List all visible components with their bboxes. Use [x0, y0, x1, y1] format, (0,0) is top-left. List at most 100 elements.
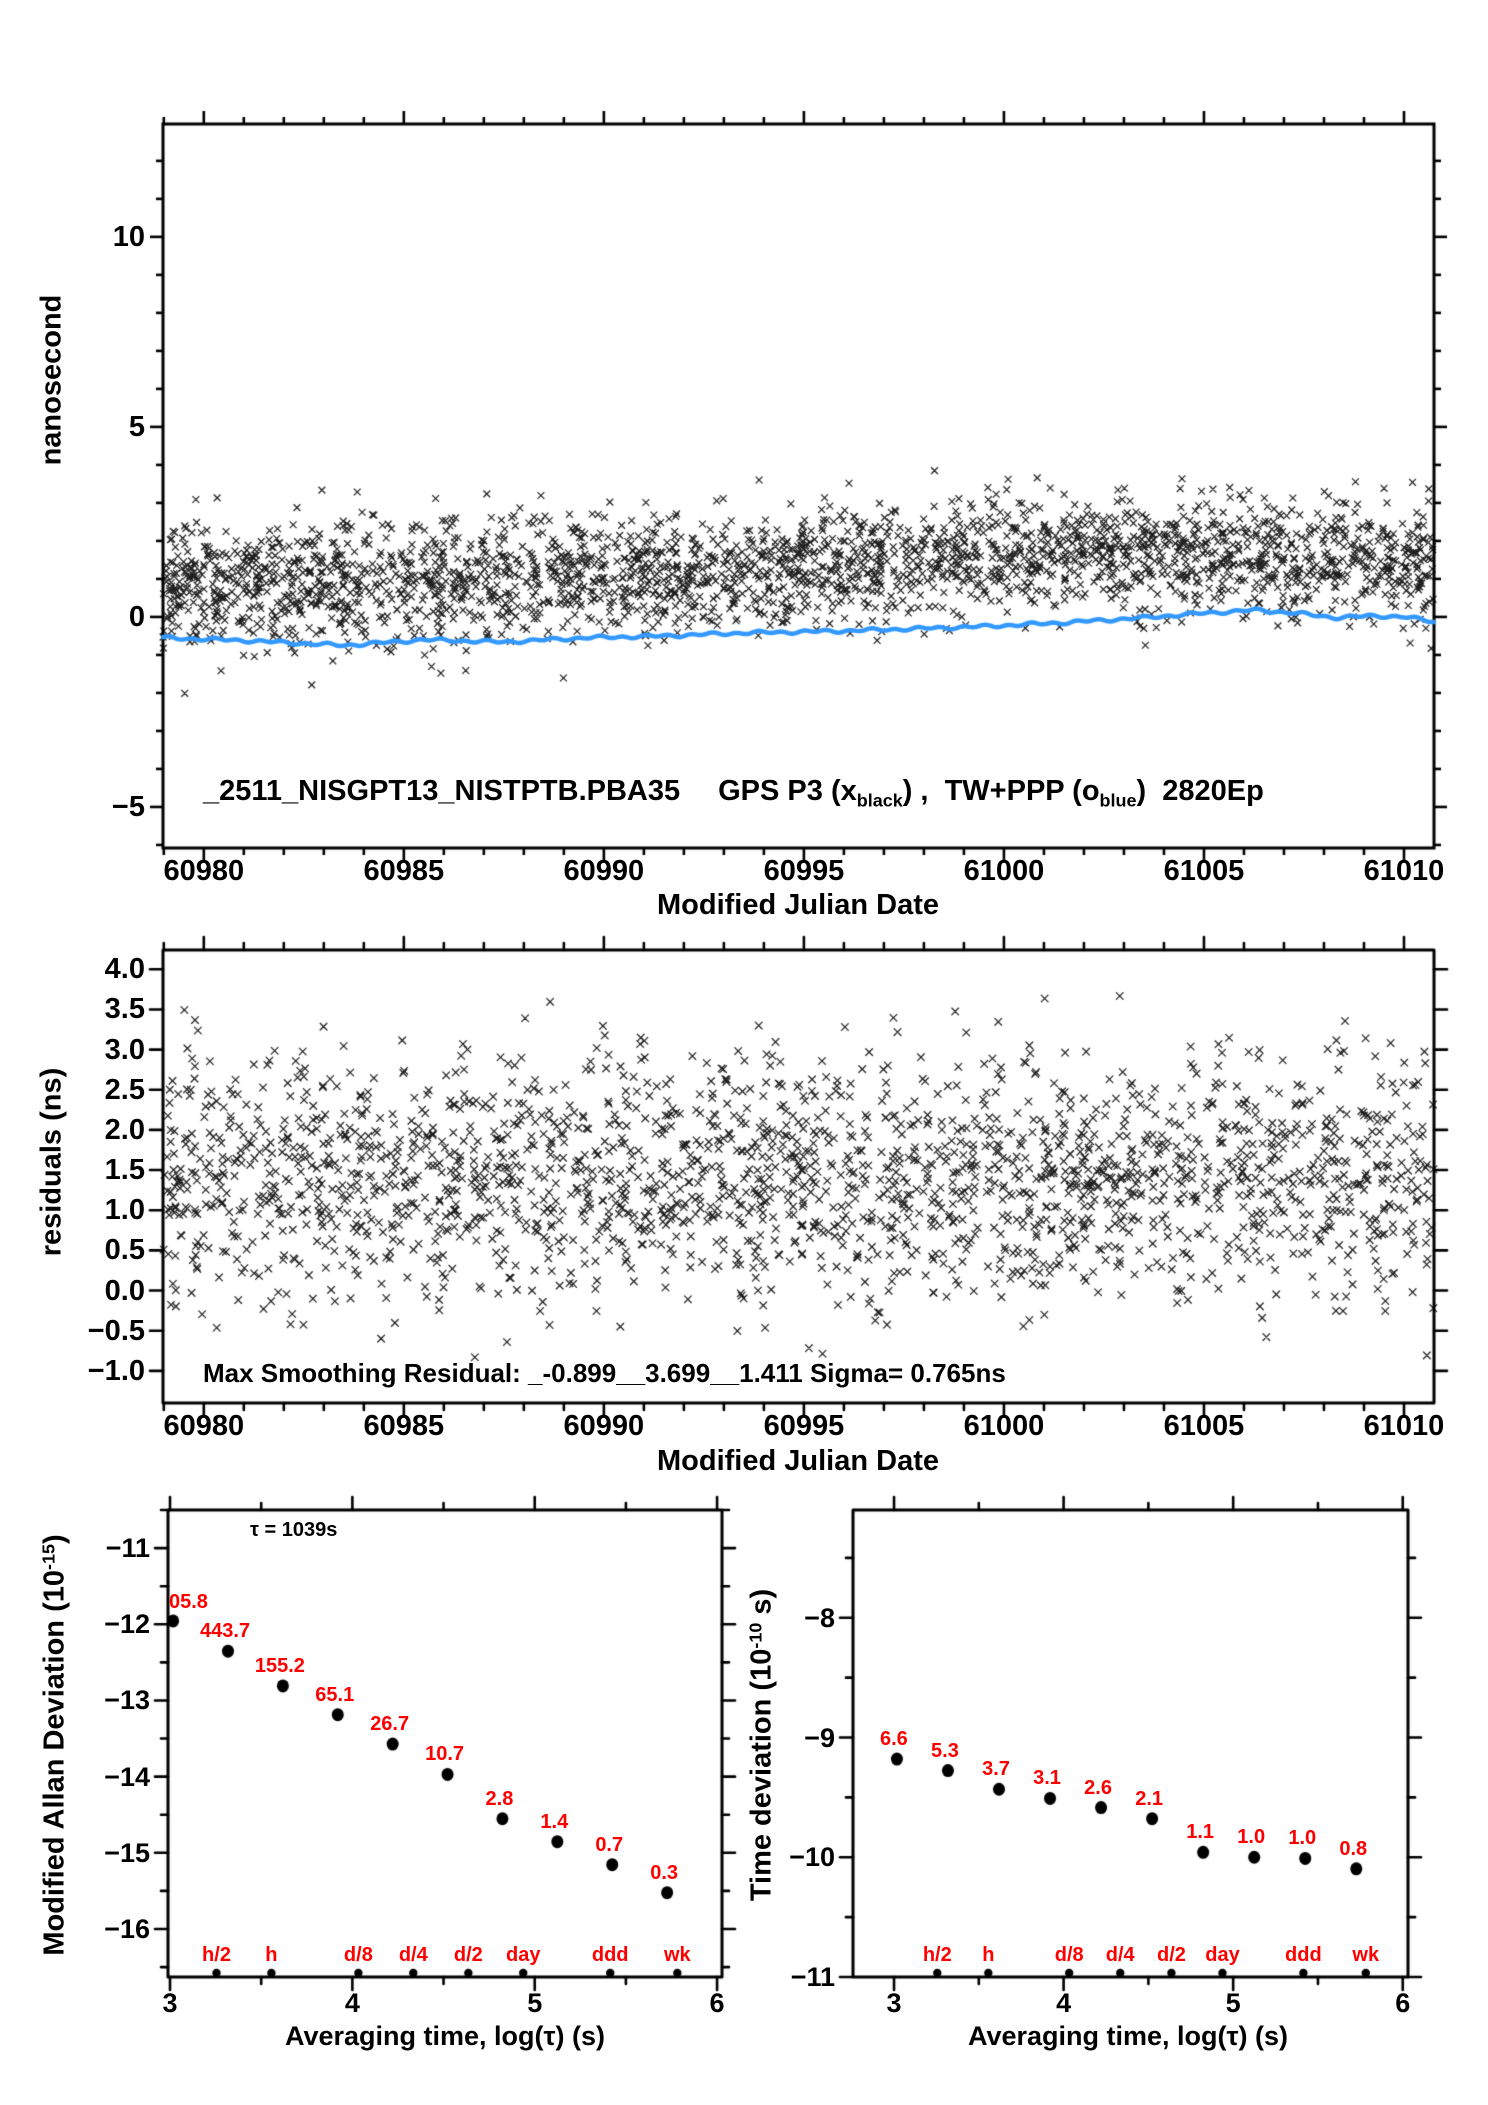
point-value-label: 10.7 — [425, 1743, 465, 1766]
y-tick-label: 0.5 — [104, 1234, 145, 1267]
time-marker-label: h — [982, 1944, 995, 1966]
x-tick-label: 61000 — [963, 1410, 1045, 1442]
point-value-label: 05.8 — [169, 1590, 208, 1613]
y-tick-label: 1.0 — [104, 1194, 145, 1226]
y-tick-label: 4.0 — [104, 953, 145, 986]
y-tick-label: 0 — [128, 600, 145, 633]
x-tick-label: 61010 — [1363, 855, 1445, 887]
point-value-label: 1.0 — [1288, 1827, 1317, 1850]
time-marker-label: ddd — [1285, 1944, 1322, 1966]
x-tick-label: 60980 — [163, 1410, 245, 1442]
point-value-label: 443.7 — [199, 1620, 251, 1643]
point-value-label: 3.1 — [1033, 1767, 1061, 1790]
time-marker-label: wk — [1352, 1944, 1380, 1966]
y-tick-label: −15 — [104, 1837, 150, 1868]
residuals-x-axis-title: Modified Julian Date — [657, 1445, 939, 1477]
time-marker-label: wk — [663, 1944, 691, 1966]
title-end-part: ) 2820Ep — [1136, 775, 1264, 807]
tdev-x-axis-title: Averaging time, log(τ) (s) — [967, 2021, 1289, 2051]
time-marker-label: d/8 — [343, 1944, 373, 1966]
time-marker-label: h/2 — [922, 1944, 952, 1966]
y-tick-label: −13 — [104, 1685, 150, 1716]
time-marker-label: ddd — [591, 1944, 629, 1966]
x-tick-label: 60995 — [763, 1410, 845, 1442]
y-tick-label: 10 — [112, 220, 145, 253]
title-mid-part: ) , TW+PPP (o — [902, 775, 1100, 807]
y-tick-label: 1.5 — [104, 1153, 145, 1186]
mdev-tau-annotation: τ = 1039s — [250, 1519, 338, 1541]
x-tick-label: 60985 — [363, 855, 445, 887]
residuals-y-axis-title: residuals (ns) — [35, 1067, 68, 1257]
y-tick-label: −9 — [804, 1722, 835, 1753]
point-value-label: 1.1 — [1186, 1821, 1215, 1844]
y-tick-label: 3.0 — [104, 1033, 145, 1066]
point-value-label: 2.6 — [1084, 1776, 1112, 1799]
y-tick-label: 3.5 — [104, 993, 145, 1026]
x-tick-label: 60980 — [163, 855, 245, 887]
point-value-label: 26.7 — [370, 1713, 410, 1736]
x-tick-label: 60990 — [563, 1410, 645, 1442]
x-tick-label: 6 — [1395, 1988, 1411, 2018]
y-tick-label: −5 — [111, 790, 145, 823]
title-gps-part: GPS P3 (x — [718, 775, 857, 807]
tdev-y-axis-title: Time deviation (10-10 s) — [745, 1588, 778, 1902]
y-tick-label: −1.0 — [87, 1354, 145, 1387]
time-marker-label: d/4 — [1105, 1944, 1135, 1966]
y-tick-label: −8 — [804, 1602, 835, 1633]
title-sub-black: black — [856, 790, 903, 811]
y-tick-label: −16 — [104, 1913, 150, 1944]
mdev-y-axis-title: Modified Allan Deviation (10-15) — [38, 1534, 71, 1956]
phase-plot-title: _2511_NISGPT13_NISTPTB.PBA35 GPS P3 (xbla… — [203, 776, 1264, 810]
title-dataset: _2511_NISGPT13_NISTPTB.PBA35 — [203, 775, 681, 807]
y-tick-label: 2.5 — [104, 1073, 145, 1106]
point-value-label: 2.1 — [1135, 1787, 1164, 1810]
residuals-note: Max Smoothing Residual: _-0.899__3.699__… — [203, 1358, 1006, 1388]
point-value-label: 0.8 — [1339, 1837, 1368, 1860]
x-tick-label: 3 — [162, 1988, 178, 2018]
point-value-label: 1.4 — [540, 1810, 569, 1833]
x-tick-label: 61005 — [1163, 1410, 1245, 1442]
time-marker-label: d/4 — [398, 1944, 428, 1966]
x-tick-label: 61000 — [963, 855, 1045, 887]
time-marker-label: h/2 — [202, 1944, 231, 1966]
point-value-label: 2.8 — [485, 1787, 514, 1810]
point-value-label: 6.6 — [880, 1728, 908, 1751]
y-tick-label: −11 — [105, 1532, 150, 1563]
point-value-label: 0.3 — [650, 1861, 679, 1884]
y-tick-label: 2.0 — [104, 1113, 145, 1146]
time-marker-label: day — [1205, 1944, 1240, 1966]
x-tick-label: 60985 — [363, 1410, 445, 1442]
title-sub-blue: blue — [1099, 790, 1137, 811]
point-value-label: 0.7 — [595, 1833, 624, 1856]
x-tick-label: 6 — [709, 1988, 725, 2018]
x-tick-label: 5 — [1225, 1988, 1241, 2018]
point-value-label: 155.2 — [254, 1654, 305, 1677]
point-value-label: 1.0 — [1237, 1826, 1266, 1849]
time-marker-label: day — [505, 1944, 541, 1966]
time-marker-label: h — [265, 1944, 278, 1966]
x-tick-label: 4 — [1056, 1988, 1072, 2018]
y-tick-label: −12 — [104, 1609, 150, 1640]
y-tick-label: 5 — [128, 410, 145, 443]
y-tick-label: −11 — [790, 1961, 835, 1992]
time-marker-label: d/2 — [1156, 1944, 1186, 1966]
point-value-label: 65.1 — [315, 1683, 355, 1706]
point-value-label: 5.3 — [931, 1739, 959, 1762]
x-tick-label: 60995 — [763, 855, 845, 887]
y-tick-label: −0.5 — [87, 1314, 145, 1347]
phase-x-axis-title: Modified Julian Date — [657, 889, 939, 921]
y-tick-label: −14 — [104, 1761, 150, 1792]
x-tick-label: 61010 — [1363, 1410, 1445, 1442]
x-tick-label: 5 — [527, 1988, 543, 2018]
x-tick-label: 3 — [886, 1988, 902, 2018]
time-marker-label: d/8 — [1054, 1944, 1084, 1966]
x-tick-label: 4 — [344, 1988, 360, 2018]
y-tick-label: −10 — [789, 1842, 835, 1873]
point-value-label: 3.7 — [982, 1758, 1010, 1781]
mdev-x-axis-title: Averaging time, log(τ) (s) — [284, 2021, 606, 2051]
phase-y-axis-title: nanosecond — [35, 294, 68, 466]
x-tick-label: 60990 — [563, 855, 645, 887]
y-tick-label: 0.0 — [104, 1274, 145, 1307]
